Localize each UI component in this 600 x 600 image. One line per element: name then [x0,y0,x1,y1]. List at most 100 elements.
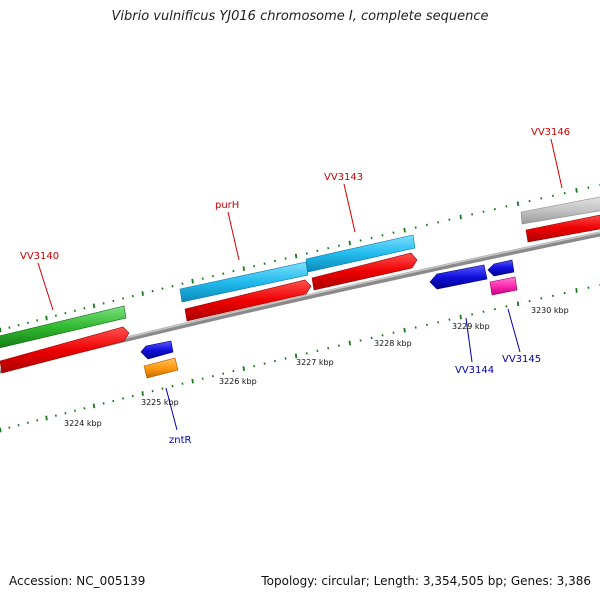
label-vv3140: VV3140 [20,251,59,262]
lower-scale-tick [392,331,395,334]
leader-vv3144 [465,317,473,363]
lower-scale-tick [141,391,144,396]
upper-scale-tick [493,207,496,211]
upper-scale-tick [253,264,256,268]
label-vv3143: VV3143 [324,172,363,183]
upper-scale-tick [414,226,417,229]
lower-scale-tick [191,378,194,384]
gene-zntr-orange[interactable] [143,357,179,379]
lower-scale-tick [459,314,462,320]
upper-scale-tick [370,236,373,240]
lower-scale-tick [242,366,245,372]
lower-scale-tick [253,364,256,368]
gene-vv3145-blue[interactable] [487,259,515,277]
upper-scale-tick [359,239,362,242]
upper-scale-tick [263,262,266,265]
upper-scale-tick [575,187,578,193]
lower-scale-tick [305,352,308,355]
upper-scale-tick [26,321,29,325]
lower-scale-tick [112,399,115,403]
upper-scale-tick [540,197,543,200]
lower-scale-tick [575,287,578,293]
gene-vv3145-pink[interactable] [489,276,518,296]
upper-scale-tick [92,303,96,309]
upper-scale-tick [505,205,508,208]
lower-scale-tick [505,305,508,308]
upper-scale-tick [17,323,20,327]
upper-scale-tick [8,326,11,329]
upper-scale-tick [102,302,105,305]
scale-label: 3224 kbp [64,419,102,428]
lower-scale-tick [471,313,474,316]
upper-scale-tick [201,277,204,280]
scale-label: 3228 kbp [374,339,412,348]
lower-scale-tick [337,344,340,347]
upper-scale-tick [403,227,406,233]
scale-ticks [0,184,600,433]
upper-scale-tick [327,246,330,250]
lower-scale-tick [493,307,496,311]
lower-scale-tick [151,389,154,393]
lower-scale-tick [370,336,373,340]
cds-vv3140-red[interactable] [0,326,130,374]
upper-scale-tick [54,314,57,317]
leader-vv3145 [507,308,521,353]
label-vv3145: VV3145 [502,354,541,365]
upper-scale-tick [73,309,76,312]
lower-scale-tick [437,321,440,324]
lower-scale-tick [414,326,417,329]
lower-scale-tick [232,369,235,373]
gene-vv3146-grey[interactable] [520,196,600,225]
lower-scale-tick [64,411,67,415]
upper-scale-tick [211,274,214,278]
scale-label: 3226 kbp [219,377,257,386]
leader-zntr [165,387,178,431]
lower-scale-tick [327,346,330,350]
lower-scale-tick [0,427,2,433]
upper-scale-tick [222,272,225,275]
map-title: Vibrio vulnificus YJ016 chromosome I, co… [111,9,489,24]
upper-scale-tick [242,266,245,272]
lower-scale-tick [26,421,29,425]
lower-scale-tick [587,286,590,289]
upper-scale-tick [471,213,474,216]
gene-vv3143-cyan[interactable] [305,234,416,273]
lower-scale-tick [161,387,164,390]
lower-scale-tick [294,353,298,359]
upper-scale-tick [528,199,531,203]
upper-scale-tick [171,284,174,288]
lower-scale-tick [83,407,86,410]
upper-scale-tick [563,191,566,195]
lower-scale-tick [45,415,48,421]
lower-scale-tick [381,334,384,337]
lower-scale-tick [222,372,225,375]
gene-zntr-blue[interactable] [140,340,174,360]
lower-scale-tick [359,339,362,342]
lower-scale-tick [102,402,105,405]
leader-purh [227,211,240,261]
lower-scale-tick [273,359,277,363]
upper-scale-tick [122,297,125,300]
upper-scale-tick [284,257,287,260]
cds-vv3146-red[interactable] [525,214,600,243]
upper-scale-tick [131,294,134,298]
upper-scale-tick [337,244,340,247]
upper-scale-tick [151,289,154,293]
leader-vv3140 [37,262,54,311]
gene-vv3144-blue[interactable] [429,264,488,290]
upper-scale-tick [294,253,298,259]
upper-scale-tick [36,319,39,322]
lower-scale-tick [181,382,184,385]
gene-purh-cyan[interactable] [179,261,309,303]
cds-vv3143-red[interactable] [311,252,418,291]
topology-summary: Topology: circular; Length: 3,354,505 bp… [261,574,591,588]
upper-scale-tick [181,282,184,285]
cds-purh-red[interactable] [184,279,312,322]
lower-scale-tick [316,349,319,353]
lower-scale-tick [211,374,214,378]
upper-scale-tick [112,299,115,303]
lower-scale-tick [403,327,406,333]
gene-vv3140-green[interactable] [0,305,127,349]
label-zntr: zntR [169,435,192,446]
